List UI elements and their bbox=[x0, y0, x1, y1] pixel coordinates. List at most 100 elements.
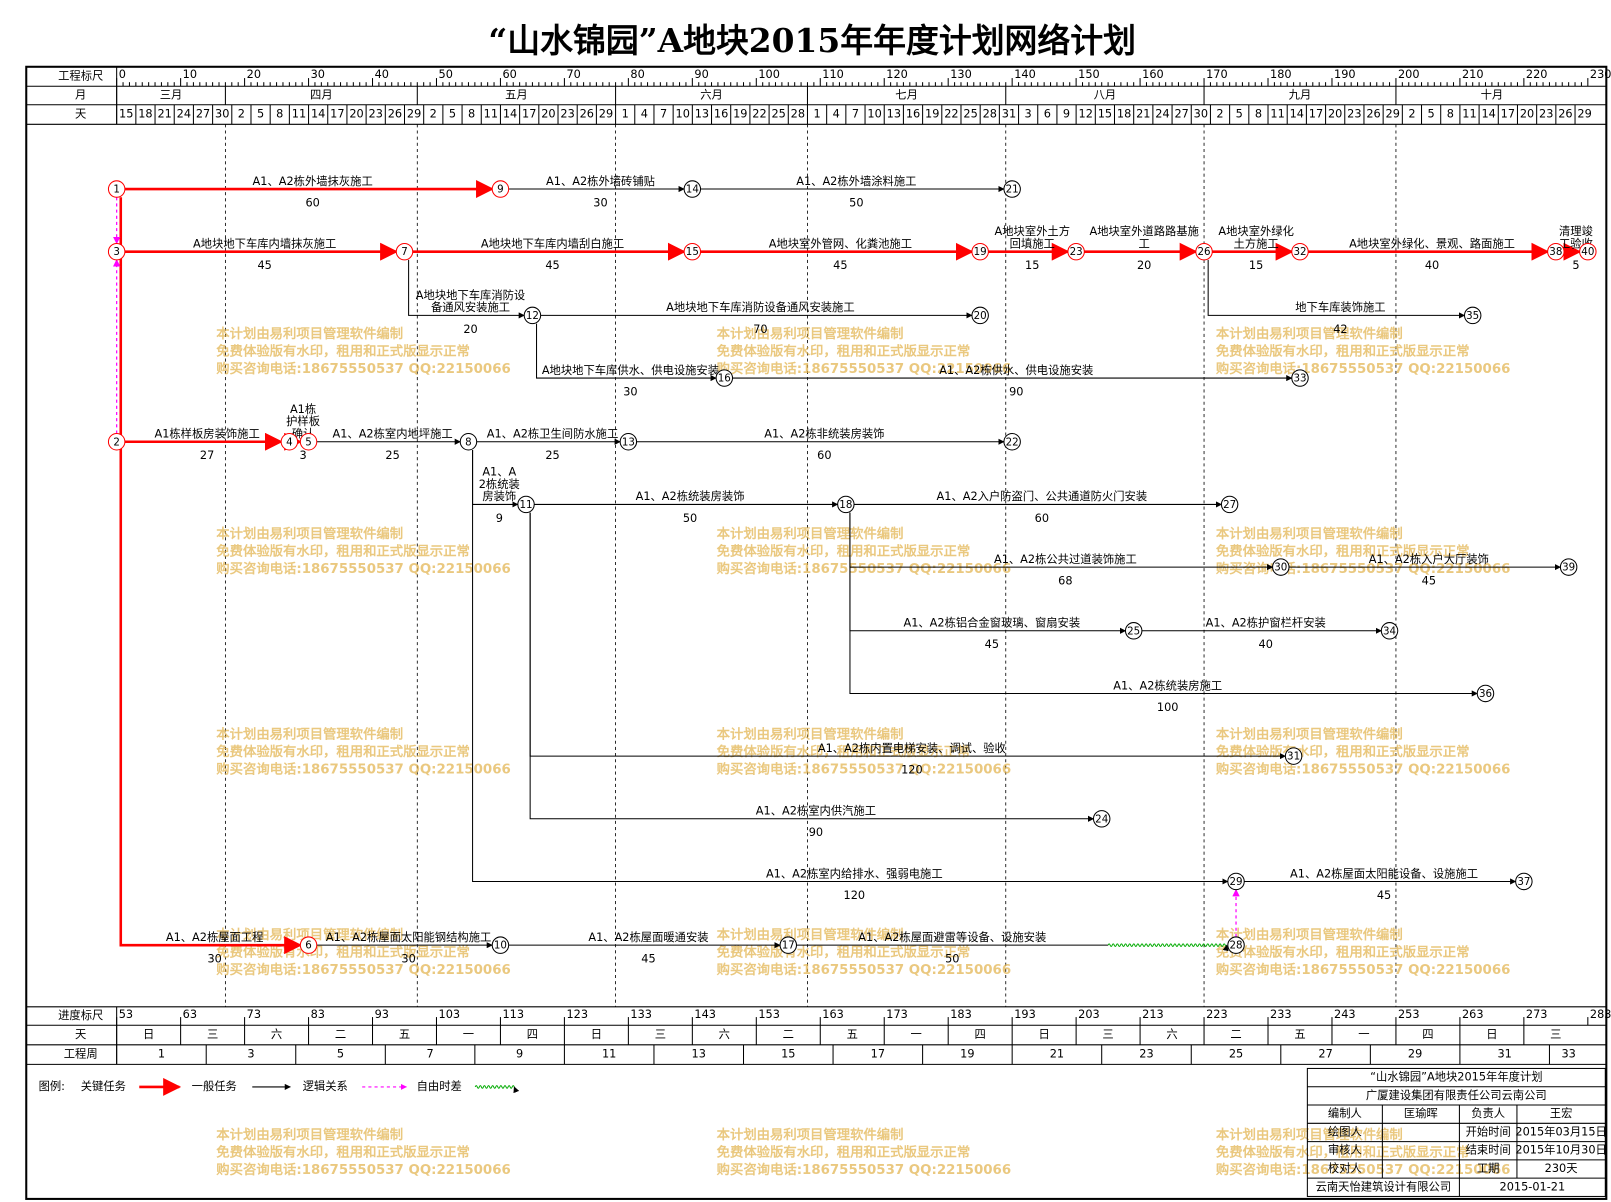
task-duration: 50 bbox=[849, 196, 863, 209]
node-label: 3 bbox=[113, 246, 120, 258]
tb-cell-text: 审核人 bbox=[1328, 1143, 1362, 1157]
task-name-line: 备通风安装施工 bbox=[431, 300, 510, 314]
progress-tick-label: 53 bbox=[119, 1008, 133, 1021]
task-name-line: A1、A2栋室内地坪施工 bbox=[333, 427, 453, 441]
weekday-label: 三 bbox=[1550, 1028, 1561, 1041]
node-label: 40 bbox=[1581, 246, 1594, 258]
day-label: 29 bbox=[1386, 108, 1400, 121]
watermark: 购买咨询电话:18675550537 QQ:22150066 bbox=[1216, 961, 1510, 978]
watermark: 购买咨询电话:18675550537 QQ:22150066 bbox=[1216, 360, 1510, 377]
day-label: 27 bbox=[196, 108, 210, 121]
weekday-label: 五 bbox=[847, 1028, 858, 1041]
task-name-line: A1、A2栋非统装房装饰 bbox=[764, 427, 884, 441]
task-name-line: A地块室外道路路基施 bbox=[1089, 224, 1198, 238]
node-label: 31 bbox=[1287, 751, 1300, 763]
watermark: 免费体验版有水印，租用和正式版显示正常 bbox=[1216, 943, 1470, 960]
watermark: 本计划由易利项目管理软件编制 bbox=[717, 726, 904, 743]
row-label: 月 bbox=[75, 89, 86, 102]
free-float bbox=[1107, 943, 1229, 952]
task-duration: 40 bbox=[1425, 259, 1439, 272]
progress-tick-label: 103 bbox=[439, 1008, 461, 1021]
node bbox=[1284, 747, 1303, 765]
day-label: 9 bbox=[1063, 108, 1070, 121]
scale-tick-label: 160 bbox=[1142, 68, 1164, 81]
weekday-label: 三 bbox=[655, 1028, 666, 1041]
scale-tick-label: 10 bbox=[183, 68, 197, 81]
task-duration: 20 bbox=[1137, 259, 1151, 272]
task-duration: 27 bbox=[200, 449, 214, 462]
watermark: 购买咨询电话:18675550537 QQ:22150066 bbox=[1216, 560, 1510, 577]
day-label: 7 bbox=[852, 108, 859, 121]
node-label: 9 bbox=[497, 184, 504, 196]
task-link bbox=[536, 323, 717, 382]
scale-tick-label: 90 bbox=[694, 68, 708, 81]
node bbox=[107, 433, 126, 451]
task-link bbox=[408, 259, 525, 319]
task-name: A1、A2栋室内地坪施工 bbox=[333, 427, 453, 441]
day-label: 8 bbox=[276, 108, 283, 121]
task-name: A1、A2栋屋面太阳能钢结构施工 bbox=[326, 930, 491, 944]
watermark: 本计划由易利项目管理软件编制 bbox=[1216, 1126, 1403, 1143]
watermark: 免费体验版有水印，租用和正式版显示正常 bbox=[717, 943, 971, 960]
progress-tick-label: 263 bbox=[1462, 1008, 1484, 1021]
task-duration: 60 bbox=[817, 449, 831, 462]
task-name: A地块地下车库内墙抹灰施工 bbox=[193, 237, 336, 251]
task-name-line: 2栋统装 bbox=[479, 477, 520, 491]
day-label: 23 bbox=[369, 108, 383, 121]
node bbox=[837, 495, 855, 514]
node bbox=[280, 433, 299, 451]
watermark: 免费体验版有水印，租用和正式版显示正常 bbox=[717, 342, 971, 359]
task-name: A1、A2栋统装房装饰 bbox=[636, 489, 745, 503]
scale-tick-label: 210 bbox=[1462, 68, 1484, 81]
node-label: 22 bbox=[1006, 436, 1019, 448]
scale-tick-label: 60 bbox=[502, 68, 516, 81]
watermark: 本计划由易利项目管理软件编制 bbox=[216, 726, 403, 743]
day-label: 12 bbox=[1079, 108, 1093, 121]
task-duration: 30 bbox=[623, 385, 637, 398]
scale-tick-label: 220 bbox=[1526, 68, 1548, 81]
day-label: 18 bbox=[1117, 108, 1131, 121]
day-label: 5 bbox=[257, 108, 264, 121]
node bbox=[715, 369, 734, 387]
task-name-line: A1、A2栋统装房装饰 bbox=[636, 489, 745, 503]
node bbox=[395, 242, 414, 261]
scale-tick-label: 110 bbox=[822, 68, 844, 81]
task-name: A地块室外管网、化粪池施工 bbox=[769, 237, 912, 251]
task-name-line: A1、A2栋内置电梯安装、调试、验收 bbox=[818, 741, 1006, 755]
week-label: 1 bbox=[158, 1048, 165, 1061]
day-label: 10 bbox=[676, 108, 690, 121]
node-label: 21 bbox=[1006, 184, 1019, 196]
task-name-line: A1栋样板房装饰施工 bbox=[154, 427, 259, 441]
task-name: A1、A2栋供水、供电设施安装 bbox=[939, 363, 1093, 377]
day-label: 13 bbox=[695, 108, 709, 121]
task-duration: 45 bbox=[985, 638, 999, 651]
day-label: 15 bbox=[1098, 108, 1112, 121]
day-label: 17 bbox=[522, 108, 536, 121]
weekday-label: 五 bbox=[1294, 1028, 1305, 1041]
node-label: 16 bbox=[718, 373, 731, 385]
task-duration: 45 bbox=[1377, 889, 1391, 902]
day-label: 4 bbox=[641, 108, 648, 121]
task-name: 地下车库装饰施工 bbox=[1295, 300, 1385, 314]
node-label: 27 bbox=[1223, 499, 1236, 511]
task-duration: 60 bbox=[305, 196, 319, 209]
progress-tick-label: 123 bbox=[566, 1008, 588, 1021]
week-label: 9 bbox=[516, 1048, 523, 1061]
weekday-label: 四 bbox=[1422, 1028, 1433, 1041]
node-label: 28 bbox=[1229, 940, 1242, 952]
scale-tick-label: 180 bbox=[1270, 68, 1292, 81]
task-duration: 45 bbox=[258, 259, 272, 272]
scale-tick-label: 150 bbox=[1078, 68, 1100, 81]
task-name: A1、A2栋非统装房装饰 bbox=[764, 427, 884, 441]
task-name-line: A1、A2栋统装房施工 bbox=[1113, 678, 1222, 692]
task-name: A1、A2入户防盗门、公共通道防火门安装 bbox=[937, 489, 1148, 503]
node bbox=[299, 936, 318, 954]
day-label: 1 bbox=[813, 108, 820, 121]
day-label: 20 bbox=[349, 108, 363, 121]
day-label: 13 bbox=[887, 108, 901, 121]
node bbox=[1579, 242, 1597, 261]
progress-tick-label: 243 bbox=[1334, 1008, 1356, 1021]
week-label: 17 bbox=[871, 1048, 885, 1061]
progress-tick-label: 153 bbox=[758, 1008, 780, 1021]
